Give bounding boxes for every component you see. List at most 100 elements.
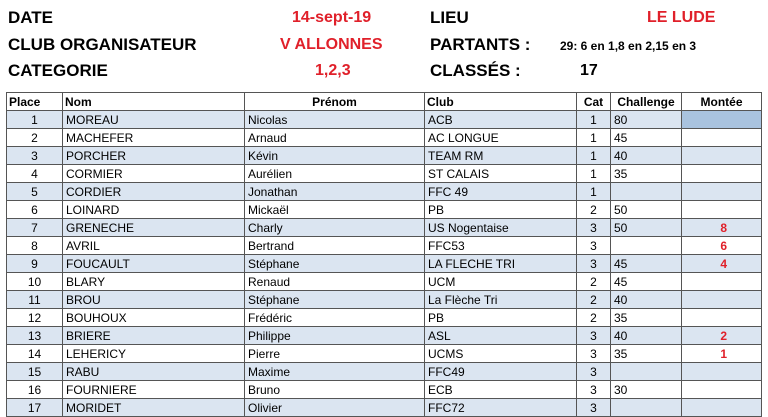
col-header-club: Club <box>424 92 577 111</box>
cell-place: 3 <box>6 146 63 165</box>
cell-club: AC LONGUE <box>424 128 577 147</box>
cell-cat: 2 <box>576 308 611 327</box>
cell-place: 9 <box>6 254 63 273</box>
cell-montee <box>681 272 762 291</box>
cell-club: FFC53 <box>424 236 577 255</box>
cell-place: 12 <box>6 308 63 327</box>
cell-challenge: 80 <box>610 110 682 129</box>
cell-prenom: Olivier <box>244 398 425 417</box>
cell-cat: 1 <box>576 128 611 147</box>
lieu-value: LE LUDE <box>647 9 716 26</box>
cell-challenge: 45 <box>610 254 682 273</box>
cell-challenge: 50 <box>610 218 682 237</box>
cell-cat: 3 <box>576 254 611 273</box>
cell-montee <box>681 110 762 129</box>
cell-prenom: Renaud <box>244 272 425 291</box>
cell-challenge: 35 <box>610 344 682 363</box>
cell-montee: 4 <box>681 254 762 273</box>
cell-place: 2 <box>6 128 63 147</box>
cell-montee <box>681 398 762 417</box>
cell-montee <box>681 362 762 381</box>
cell-prenom: Stéphane <box>244 290 425 309</box>
cell-prenom: Stéphane <box>244 254 425 273</box>
table-row: 10 BLARY Renaud UCM 2 45 <box>6 272 762 291</box>
cell-montee <box>681 164 762 183</box>
cell-club: ECB <box>424 380 577 399</box>
cell-montee: 8 <box>681 218 762 237</box>
cell-club: La Flèche Tri <box>424 290 577 309</box>
cell-cat: 2 <box>576 200 611 219</box>
cell-cat: 3 <box>576 236 611 255</box>
cell-challenge: 40 <box>610 290 682 309</box>
classes-label: CLASSÉS : <box>430 61 521 80</box>
results-body: 1 MOREAU Nicolas ACB 1 80 2 MACHEFER Arnaud AC LO… <box>6 110 762 417</box>
cell-montee <box>681 308 762 327</box>
col-header-montee: Montée <box>681 92 762 111</box>
table-row: 13 BRIERE Philippe ASL 3 40 2 <box>6 326 762 345</box>
cell-cat: 3 <box>576 362 611 381</box>
cell-place: 8 <box>6 236 63 255</box>
cell-challenge: 45 <box>610 128 682 147</box>
table-row: 9 FOUCAULT Stéphane LA FLECHE TRI 3 45 4 <box>6 254 762 273</box>
race-header: DATE 14-sept-19 LIEU LE LUDE CLUB ORGANI… <box>0 0 768 90</box>
cell-challenge: 30 <box>610 380 682 399</box>
cell-club: UCMS <box>424 344 577 363</box>
cell-place: 10 <box>6 272 63 291</box>
cell-montee: 6 <box>681 236 762 255</box>
cell-club: TEAM RM <box>424 146 577 165</box>
cell-challenge: 35 <box>610 308 682 327</box>
cell-nom: MOREAU <box>62 110 245 129</box>
cell-challenge <box>610 236 682 255</box>
lieu-label: LIEU <box>430 8 469 27</box>
cell-nom: PORCHER <box>62 146 245 165</box>
table-row: 11 BROU Stéphane La Flèche Tri 2 40 <box>6 290 762 309</box>
cell-nom: BROU <box>62 290 245 309</box>
cell-montee: 2 <box>681 326 762 345</box>
cell-cat: 3 <box>576 218 611 237</box>
cell-place: 7 <box>6 218 63 237</box>
col-header-challenge: Challenge <box>610 92 682 111</box>
cell-cat: 2 <box>576 290 611 309</box>
cell-nom: MORIDET <box>62 398 245 417</box>
cell-nom: CORMIER <box>62 164 245 183</box>
col-header-prenom: Prénom <box>244 92 425 111</box>
cell-nom: BRIERE <box>62 326 245 345</box>
partants-label: PARTANTS : <box>430 35 531 54</box>
cell-place: 13 <box>6 326 63 345</box>
cell-prenom: Maxime <box>244 362 425 381</box>
cell-cat: 3 <box>576 344 611 363</box>
cell-nom: FOURNIERE <box>62 380 245 399</box>
cell-nom: AVRIL <box>62 236 245 255</box>
cell-place: 4 <box>6 164 63 183</box>
cell-nom: BLARY <box>62 272 245 291</box>
cell-montee: 1 <box>681 344 762 363</box>
col-header-place: Place <box>6 92 63 111</box>
cell-challenge: 35 <box>610 164 682 183</box>
table-row: 2 MACHEFER Arnaud AC LONGUE 1 45 <box>6 128 762 147</box>
cell-club: PB <box>424 200 577 219</box>
cell-challenge: 50 <box>610 200 682 219</box>
cell-place: 5 <box>6 182 63 201</box>
cell-nom: RABU <box>62 362 245 381</box>
cell-club: PB <box>424 308 577 327</box>
cell-challenge <box>610 398 682 417</box>
cell-prenom: Mickaël <box>244 200 425 219</box>
cell-nom: LOINARD <box>62 200 245 219</box>
table-row: 5 CORDIER Jonathan FFC 49 1 <box>6 182 762 201</box>
cell-prenom: Jonathan <box>244 182 425 201</box>
cell-club: US Nogentaise <box>424 218 577 237</box>
cell-challenge <box>610 362 682 381</box>
table-row: 12 BOUHOUX Frédéric PB 2 35 <box>6 308 762 327</box>
cell-club: UCM <box>424 272 577 291</box>
club-label: CLUB ORGANISATEUR <box>8 35 197 54</box>
cell-club: FFC72 <box>424 398 577 417</box>
cell-montee <box>681 200 762 219</box>
cell-club: LA FLECHE TRI <box>424 254 577 273</box>
cell-nom: LEHERICY <box>62 344 245 363</box>
cell-cat: 3 <box>576 326 611 345</box>
cell-prenom: Bruno <box>244 380 425 399</box>
cell-cat: 1 <box>576 182 611 201</box>
cell-nom: FOUCAULT <box>62 254 245 273</box>
col-header-nom: Nom <box>62 92 245 111</box>
cell-club: ST CALAIS <box>424 164 577 183</box>
